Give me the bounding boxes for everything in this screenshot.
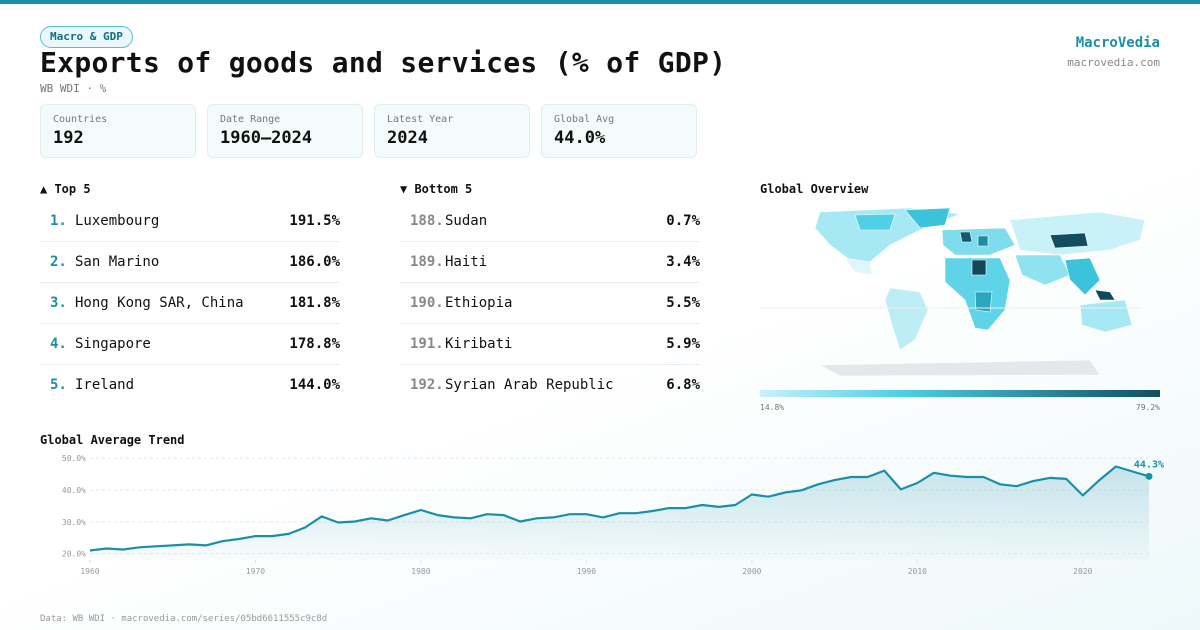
country-name: Hong Kong SAR, China [75, 295, 244, 311]
country-name: Singapore [75, 336, 151, 352]
rank-row: 192. Syrian Arab Republic 6.8% [400, 365, 700, 405]
country-value: 181.8% [289, 295, 340, 311]
stat-value: 44.0% [554, 128, 606, 148]
rank-row: 2. San Marino 186.0% [40, 242, 340, 283]
rank: 191. [410, 336, 444, 352]
x-tick-label: 2020 [1073, 567, 1092, 576]
stat-value: 2024 [387, 128, 428, 148]
stat-value: 1960–2024 [220, 128, 313, 148]
stat-card: Global Avg 44.0% [541, 104, 697, 158]
x-tick-label: 1960 [80, 567, 99, 576]
x-tick-label: 1970 [246, 567, 265, 576]
legend-max: 79.2% [1136, 403, 1160, 412]
top-title: ▲ Top 5 [40, 182, 91, 196]
x-tick-label: 2010 [908, 567, 927, 576]
brand[interactable]: MacroVedia [1075, 35, 1160, 51]
country-value: 191.5% [289, 213, 340, 229]
rank: 1. [50, 213, 67, 229]
y-tick-label: 40.0% [62, 486, 86, 495]
country-name: Kiribati [445, 336, 513, 352]
rank-row: 188. Sudan 0.7% [400, 201, 700, 242]
bottom-title: ▼ Bottom 5 [400, 182, 473, 196]
rank-row: 191. Kiribati 5.9% [400, 324, 700, 365]
x-tick-label: 1980 [411, 567, 430, 576]
x-tick-label: 2000 [742, 567, 761, 576]
stat-label: Countries [53, 114, 108, 125]
trend-line [89, 465, 1150, 552]
country-name: Syrian Arab Republic [445, 377, 614, 393]
value-label: 44.3% [1134, 459, 1164, 470]
country-value: 144.0% [289, 377, 340, 393]
rank: 192. [410, 377, 444, 393]
trend-chart: 20.0% 30.0% 40.0% 50.0% 1960 1970 1980 1990 2000… [62, 454, 1164, 576]
rank-row: 190. Ethiopia 5.5% [400, 283, 700, 324]
page-title: Exports of goods and services (% of GDP) [40, 46, 727, 79]
rank: 2. [50, 254, 67, 270]
country-value: 5.9% [666, 336, 700, 352]
country-value: 0.7% [666, 213, 700, 229]
stat-label: Date Range [220, 114, 281, 125]
top-bar [0, 0, 1200, 4]
stat-card: Date Range 1960–2024 [207, 104, 363, 158]
country-name: San Marino [75, 254, 160, 270]
brand-url[interactable]: macrovedia.com [1067, 56, 1160, 69]
country-name: Sudan [445, 213, 488, 229]
country-name: Luxembourg [75, 213, 160, 229]
stat-card: Latest Year 2024 [374, 104, 530, 158]
y-tick-label: 30.0% [62, 518, 86, 527]
map-shapes [814, 207, 1146, 377]
stat-label: Latest Year [387, 114, 454, 125]
rank: 190. [410, 295, 444, 311]
stat-card: Countries 192 [40, 104, 196, 158]
rank: 3. [50, 295, 67, 311]
stat-value: 192 [53, 128, 84, 148]
rank-row: 189. Haiti 3.4% [400, 242, 700, 283]
subtitle: WB WDI · % [40, 82, 107, 95]
chart-title: Global Average Trend [40, 433, 185, 447]
bottom-list: 188. Sudan 0.7% 189. Haiti 3.4% 190. Ethiopia 5.… [400, 201, 700, 405]
country-value: 178.8% [289, 336, 340, 352]
rank-row: 1. Luxembourg 191.5% [40, 201, 340, 242]
top-list: 1. Luxembourg 191.5% 2. San Marino 186.0% 3. Ho… [40, 201, 340, 405]
rank-row: 3. Hong Kong SAR, China 181.8% [40, 283, 340, 324]
country-value: 3.4% [666, 254, 700, 270]
map-title: Global Overview [760, 182, 869, 196]
rank: 188. [410, 213, 444, 229]
end-point [1145, 472, 1153, 480]
rank: 5. [50, 377, 67, 393]
country-value: 5.5% [666, 295, 700, 311]
stat-label: Global Avg [554, 114, 615, 125]
rank: 189. [410, 254, 444, 270]
country-name: Haiti [445, 254, 488, 270]
country-name: Ireland [75, 377, 135, 393]
rank: 4. [50, 336, 67, 352]
y-tick-label: 20.0% [62, 550, 86, 559]
country-value: 186.0% [289, 254, 340, 270]
x-tick-label: 1990 [577, 567, 596, 576]
rank-row: 5. Ireland 144.0% [40, 365, 340, 405]
legend-min: 14.8% [760, 403, 784, 412]
world-map: 14.8% 79.2% [760, 207, 1160, 412]
category-tag: Macro & GDP [40, 26, 133, 48]
rank-row: 4. Singapore 178.8% [40, 324, 340, 365]
footer: Data: WB WDI · macrovedia.com/series/05b… [40, 614, 328, 624]
color-scale [760, 390, 1160, 397]
country-value: 6.8% [666, 377, 700, 393]
country-name: Ethiopia [445, 295, 513, 311]
y-tick-label: 50.0% [62, 454, 86, 463]
